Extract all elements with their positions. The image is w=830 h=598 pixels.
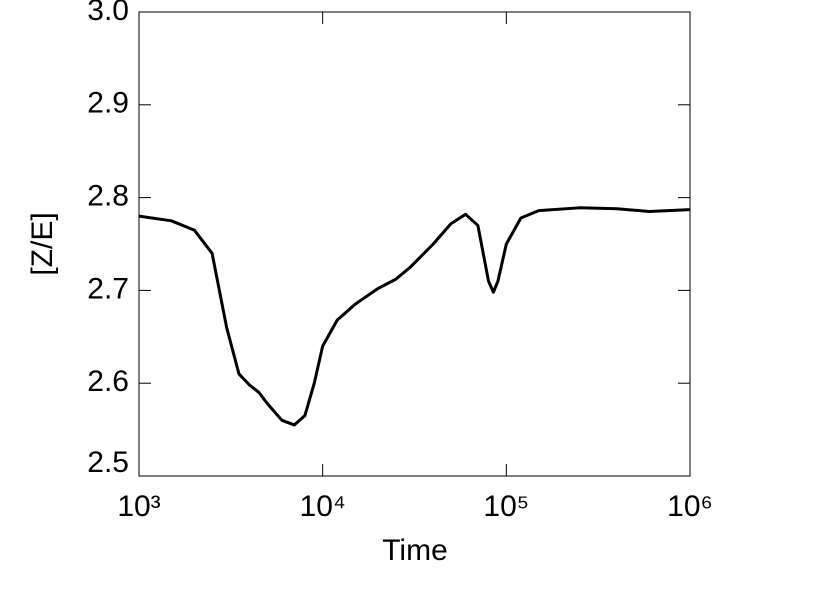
y-tick-label: 2.8 bbox=[87, 180, 129, 213]
x-tick-label: 10⁶ bbox=[667, 490, 713, 523]
x-tick-label: 10³ bbox=[117, 490, 160, 523]
y-tick-label: 3.0 bbox=[87, 0, 129, 27]
x-axis-label: Time bbox=[382, 534, 448, 567]
y-tick-label: 2.6 bbox=[87, 365, 129, 398]
x-tick-label: 10⁵ bbox=[483, 490, 529, 523]
y-tick-label: 2.7 bbox=[87, 272, 129, 305]
y-tick-label: 2.5 bbox=[87, 446, 129, 479]
plot-frame bbox=[138, 11, 691, 477]
x-tick-label: 10⁴ bbox=[300, 490, 346, 523]
y-tick-label: 2.9 bbox=[87, 87, 129, 120]
y-axis-label: [Z/E] bbox=[26, 212, 59, 275]
data-line bbox=[138, 206, 691, 427]
